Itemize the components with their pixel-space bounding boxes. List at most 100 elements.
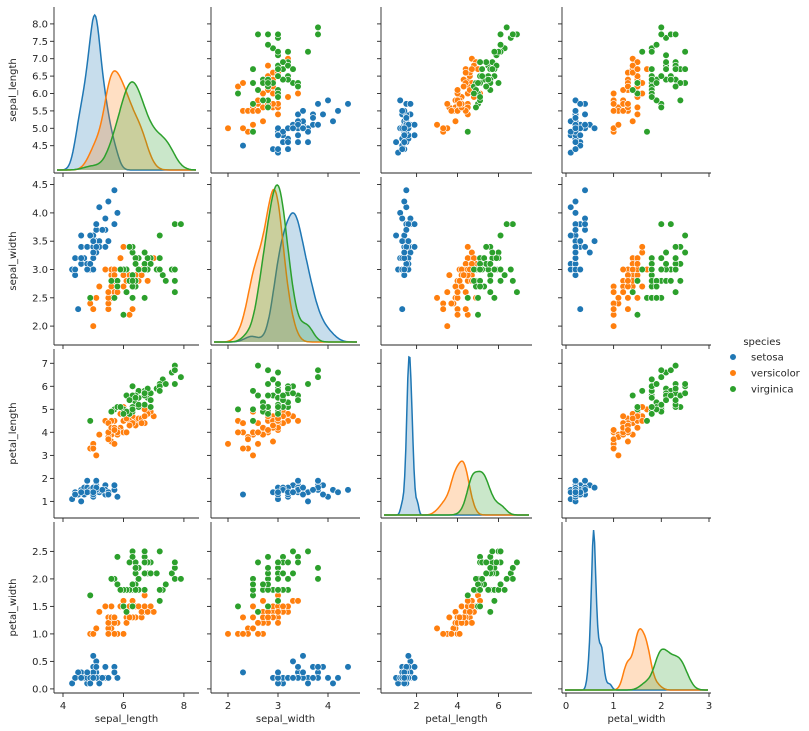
scatter-point-setosa-petal_length-vs-sepal_width (398, 214, 406, 223)
scatter-point-setosa-petal_width-vs-sepal_length (571, 96, 580, 105)
scatter-point-setosa-sepal_length-vs-petal_width (101, 663, 109, 671)
scatter-point-virginica-petal_width-vs-sepal_width (657, 220, 665, 228)
scatter-point-virginica-petal_width-vs-sepal_length (657, 30, 665, 38)
scatter-point-virginica-petal_width-vs-sepal_width (671, 288, 680, 296)
scatter-point-versicolor-sepal_width-vs-petal_length (294, 417, 302, 425)
scatter-point-versicolor-sepal_width-vs-petal_length (224, 440, 232, 448)
scatter-point-virginica-sepal_length-vs-petal_length (128, 382, 137, 390)
scatter-point-versicolor-sepal_width-vs-sepal_length (284, 93, 292, 101)
scatter-point-versicolor-sepal_width-vs-petal_width (254, 630, 262, 638)
scatter-point-versicolor-sepal_width-vs-sepal_length (254, 107, 262, 115)
y-tick-label-sepal_width: 4.5 (32, 180, 48, 191)
kde-line-versicolor-sepal_length (57, 70, 196, 171)
scatter-point-setosa-petal_width-vs-sepal_width (567, 203, 575, 211)
scatter-point-virginica-sepal_width-vs-petal_width (264, 564, 272, 572)
scatter-point-virginica-sepal_length-vs-petal_width (171, 575, 179, 583)
scatter-point-versicolor-sepal_width-vs-petal_width (249, 613, 257, 622)
scatter-point-virginica-sepal_length-vs-petal_width (125, 558, 134, 567)
scatter-point-versicolor-petal_width-vs-sepal_length (629, 117, 637, 125)
scatter-point-virginica-petal_width-vs-sepal_width (662, 248, 670, 257)
scatter-point-versicolor-petal_length-vs-sepal_width (439, 305, 447, 313)
scatter-point-virginica-petal_length-vs-sepal_length (482, 58, 490, 66)
scatter-point-virginica-sepal_width-vs-sepal_length (269, 44, 277, 52)
scatter-point-setosa-sepal_width-vs-sepal_length (309, 114, 317, 122)
scatter-point-virginica-petal_width-vs-petal_length (681, 380, 689, 388)
scatter-point-virginica-sepal_length-vs-petal_length (171, 380, 179, 388)
scatter-point-virginica-sepal_width-vs-petal_length (264, 410, 272, 418)
scatter-point-setosa-petal_width-vs-sepal_width (581, 243, 589, 251)
scatter-point-versicolor-petal_length-vs-sepal_width (445, 271, 453, 279)
scatter-point-virginica-petal_width-vs-sepal_width (676, 277, 684, 285)
scatter-point-versicolor-petal_width-vs-sepal_width (619, 265, 627, 274)
scatter-point-virginica-sepal_length-vs-petal_width (134, 575, 143, 583)
kde-fill-versicolor-sepal_width (214, 189, 357, 342)
y-tick-label-sepal_length: 7.5 (32, 37, 48, 48)
scatter-point-virginica-petal_length-vs-petal_width (492, 558, 501, 567)
scatter-point-versicolor-sepal_length-vs-petal_width (89, 630, 97, 638)
scatter-point-versicolor-petal_width-vs-sepal_length (629, 62, 637, 70)
y-tick-label-sepal_length: 5.5 (32, 106, 48, 117)
scatter-point-virginica-sepal_length-vs-petal_width (113, 553, 122, 561)
scatter-point-virginica-sepal_width-vs-petal_length (314, 373, 322, 381)
scatter-point-versicolor-sepal_width-vs-petal_width (279, 602, 287, 611)
scatter-point-virginica-petal_length-vs-petal_width (470, 586, 478, 594)
scatter-point-virginica-petal_width-vs-sepal_length (648, 48, 656, 56)
scatter-point-setosa-sepal_length-vs-petal_length (71, 490, 79, 499)
scatter-point-setosa-sepal_length-vs-sepal_width (77, 254, 85, 262)
scatter-point-virginica-sepal_width-vs-petal_length (304, 380, 312, 388)
scatter-point-virginica-petal_width-vs-sepal_length (648, 93, 656, 101)
scatter-point-versicolor-sepal_length-vs-petal_width (119, 630, 128, 638)
scatter-point-versicolor-sepal_length-vs-sepal_width (89, 322, 97, 330)
x-tick-label-sepal_length: 6 (120, 701, 126, 712)
scatter-point-versicolor-petal_width-vs-sepal_length (624, 82, 632, 91)
scatter-point-setosa-sepal_width-vs-petal_length (299, 484, 307, 492)
scatter-point-versicolor-sepal_width-vs-sepal_length (294, 89, 302, 98)
scatter-point-setosa-sepal_width-vs-petal_width (324, 674, 332, 682)
scatter-point-versicolor-petal_length-vs-sepal_width (447, 299, 455, 308)
scatter-point-setosa-sepal_length-vs-sepal_width (71, 265, 79, 274)
scatter-point-virginica-sepal_length-vs-petal_length (134, 401, 143, 409)
scatter-point-virginica-petal_width-vs-sepal_length (662, 65, 670, 73)
scatter-point-versicolor-sepal_width-vs-petal_length (239, 419, 247, 427)
y-tick-label-sepal_length: 7.0 (32, 54, 48, 65)
scatter-point-virginica-petal_width-vs-sepal_width (681, 231, 689, 240)
scatter-point-setosa-sepal_width-vs-sepal_length (304, 128, 312, 136)
kde-line-virginica-sepal_width (214, 184, 357, 343)
kde-fill-virginica-petal_length (384, 471, 529, 515)
scatter-point-virginica-petal_length-vs-petal_width (488, 547, 496, 556)
scatter-point-virginica-petal_width-vs-sepal_width (657, 254, 665, 262)
kde-fill-versicolor-petal_width (565, 628, 708, 690)
scatter-point-setosa-petal_width-vs-sepal_width (581, 186, 589, 194)
scatter-point-virginica-sepal_width-vs-sepal_length (274, 65, 282, 73)
scatter-point-setosa-petal_length-vs-sepal_length (406, 100, 415, 108)
scatter-point-versicolor-petal_width-vs-sepal_width (638, 243, 646, 251)
legend-title: species (743, 337, 780, 348)
y-tick-label-sepal_width: 2.5 (32, 293, 48, 304)
scatter-point-versicolor-sepal_width-vs-petal_width (249, 602, 257, 611)
scatter-point-virginica-petal_width-vs-sepal_width (629, 288, 637, 296)
scatter-point-setosa-sepal_width-vs-petal_width (344, 663, 352, 671)
x-tick-label-petal_width: 3 (706, 701, 712, 712)
scatter-point-versicolor-petal_length-vs-petal_width (468, 619, 476, 627)
scatter-point-virginica-sepal_length-vs-petal_width (128, 580, 137, 589)
scatter-point-versicolor-sepal_width-vs-sepal_length (239, 124, 247, 132)
scatter-point-virginica-petal_width-vs-sepal_length (652, 79, 661, 87)
scatter-point-virginica-sepal_length-vs-petal_width (141, 547, 149, 556)
scatter-point-versicolor-petal_length-vs-petal_width (455, 630, 464, 638)
scatter-point-virginica-sepal_width-vs-sepal_length (284, 48, 292, 56)
scatter-point-setosa-petal_width-vs-sepal_length (581, 121, 589, 129)
scatter-point-setosa-sepal_length-vs-sepal_width (104, 197, 112, 206)
scatter-point-versicolor-sepal_width-vs-sepal_length (259, 117, 267, 125)
scatter-point-setosa-sepal_width-vs-sepal_length (284, 145, 292, 153)
scatter-point-setosa-petal_width-vs-sepal_length (571, 145, 580, 153)
scatter-point-virginica-petal_length-vs-petal_width (464, 591, 472, 600)
scatter-point-virginica-petal_width-vs-sepal_length (638, 48, 646, 56)
scatter-point-setosa-sepal_width-vs-petal_length (274, 488, 282, 496)
kde-fill-setosa-sepal_width (214, 212, 357, 342)
scatter-point-virginica-petal_width-vs-sepal_width (657, 265, 665, 274)
scatter-point-setosa-sepal_length-vs-petal_length (113, 493, 122, 501)
scatter-point-virginica-sepal_length-vs-petal_width (162, 580, 170, 589)
scatter-point-setosa-petal_length-vs-sepal_width (410, 243, 419, 251)
scatter-point-virginica-petal_width-vs-sepal_length (667, 75, 675, 84)
scatter-point-setosa-petal_length-vs-sepal_width (400, 248, 408, 257)
